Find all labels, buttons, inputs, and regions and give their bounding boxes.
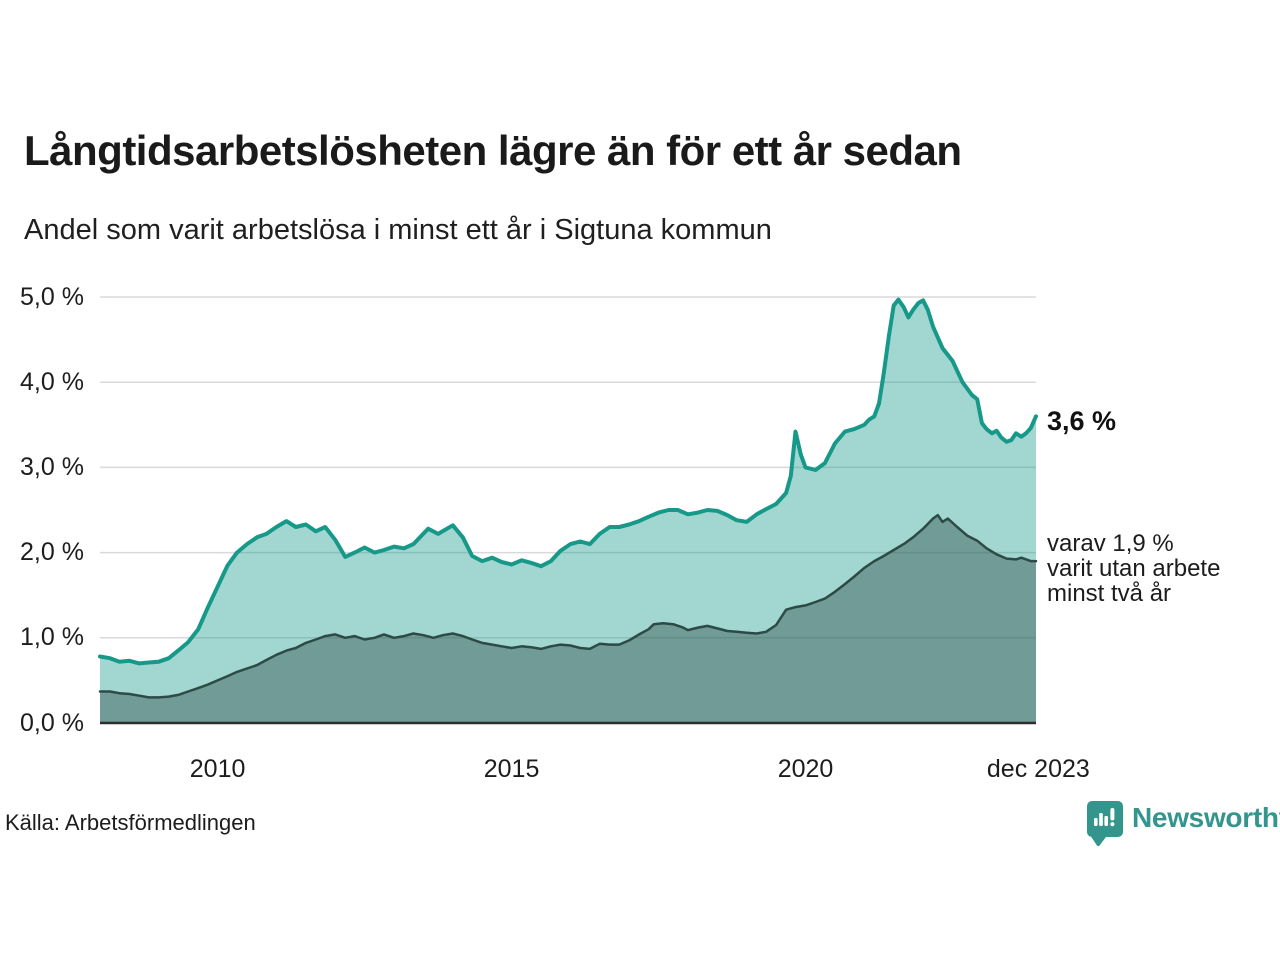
y-axis-tick-label: 4,0 % [20, 367, 84, 396]
x-axis-tick-label: 2015 [483, 755, 540, 783]
x-axis-tick-label: 2020 [777, 755, 834, 783]
source-note: Källa: Arbetsförmedlingen [5, 810, 256, 835]
newsworthy-logo: Newsworthy [1086, 800, 1280, 850]
annotation-latest-value: 3,6 % [1047, 406, 1117, 436]
y-axis-tick-label: 0,0 % [20, 708, 84, 737]
series-area-1yr [100, 299, 1036, 723]
y-axis-tick-label: 2,0 % [20, 538, 84, 567]
newsworthy-logo-text: Newsworthy [1132, 802, 1280, 833]
series-area-2yr [100, 515, 1036, 723]
y-axis-tick-label: 3,0 % [20, 452, 84, 481]
annotation-two-year-note: varav 1,9 % varit utan arbete minst två … [1047, 530, 1221, 608]
series-line-2yr [98, 513, 1038, 699]
y-axis-tick-label: 1,0 % [20, 623, 84, 652]
series-line-1yr [98, 297, 1038, 666]
newsworthy-logo-mark-icon [1087, 801, 1123, 847]
logo-bars-icon [1094, 808, 1115, 827]
chart-title: Långtidsarbetslösheten lägre än för ett … [24, 127, 962, 174]
x-axis-tick-label: 2010 [189, 755, 246, 783]
chart-subtitle: Andel som varit arbetslösa i minst ett å… [24, 214, 772, 246]
y-axis-tick-label: 5,0 % [20, 282, 84, 311]
x-axis-tick-label: dec 2023 [986, 755, 1090, 783]
